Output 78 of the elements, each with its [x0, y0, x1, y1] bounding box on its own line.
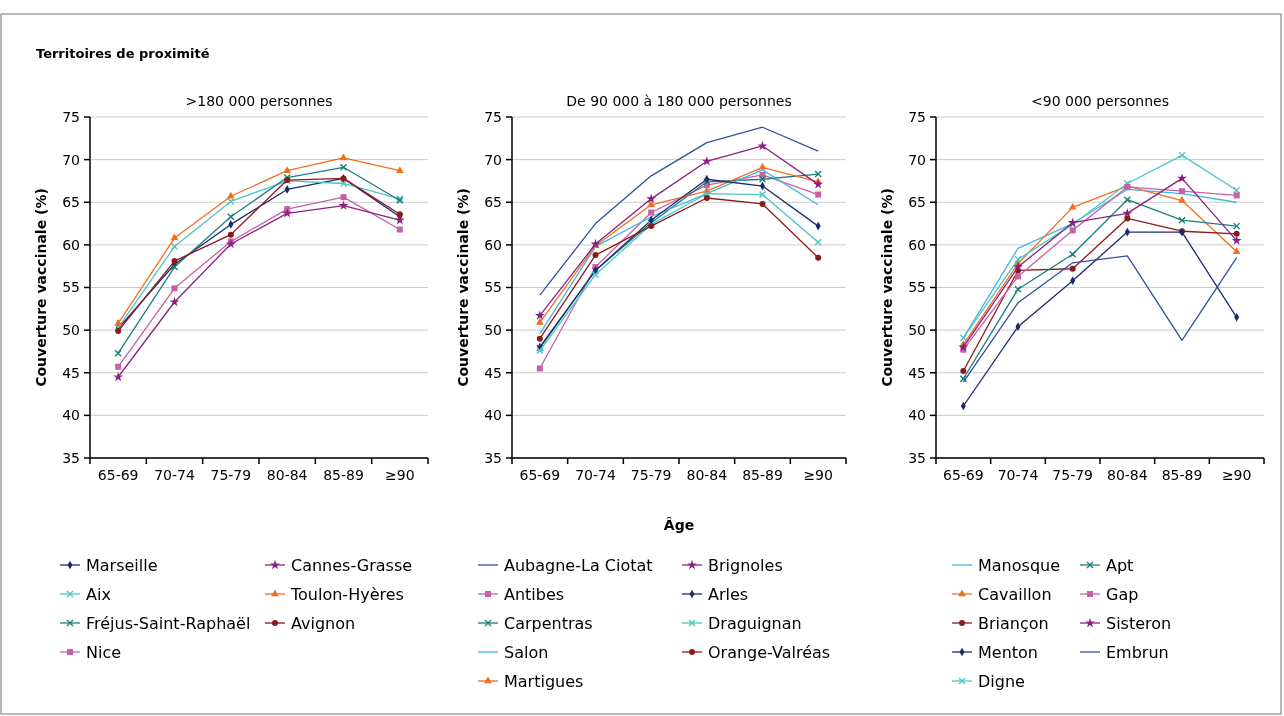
x-tick-label: 80-84: [686, 467, 728, 483]
legend-label: Avignon: [291, 613, 356, 633]
y-tick-label: 45: [484, 364, 502, 381]
y-tick-label: 50: [62, 322, 80, 339]
x-tick-label: 70-74: [575, 467, 616, 483]
x-tick-label: 85-89: [323, 467, 364, 483]
legend-label: Menton: [978, 642, 1038, 662]
y-axis-title: Couverture vaccinale (%): [879, 188, 895, 387]
legend-label: Sisteron: [1106, 613, 1172, 633]
legend-label: Martigues: [504, 671, 584, 691]
x-tick-label: 75-79: [630, 467, 672, 483]
x-tick-label: 80-84: [266, 467, 308, 483]
legend-label: Arles: [708, 584, 749, 604]
legend-label: Aubagne-La Ciotat: [504, 555, 653, 575]
y-tick-label: 65: [908, 194, 926, 211]
x-tick-label: ≥90: [803, 467, 833, 483]
legend-label: Fréjus-Saint-Raphaël: [86, 613, 251, 633]
legend-label: Carpentras: [504, 613, 593, 633]
legend-label: Salon: [504, 642, 549, 662]
y-tick-label: 55: [484, 279, 502, 296]
chart-title: >180 000 personnes: [185, 93, 333, 109]
y-tick-label: 75: [62, 108, 80, 125]
legend-label: Gap: [1106, 584, 1139, 604]
legend-label: Brignoles: [708, 555, 783, 575]
y-tick-label: 40: [484, 407, 502, 424]
y-axis-title: Couverture vaccinale (%): [33, 188, 49, 387]
y-tick-label: 60: [908, 236, 926, 253]
legend-label: Marseille: [86, 555, 158, 575]
legend-label: Aix: [86, 584, 111, 604]
y-tick-label: 70: [484, 151, 502, 168]
x-tick-label: 75-79: [210, 467, 252, 483]
y-tick-label: 35: [62, 449, 80, 466]
legend-label: Apt: [1106, 555, 1134, 575]
x-tick-label: ≥90: [385, 467, 415, 483]
y-tick-label: 65: [484, 194, 502, 211]
text: Territoires de proximité: [36, 46, 210, 61]
x-tick-label: 75-79: [1052, 467, 1094, 483]
y-tick-label: 45: [62, 364, 80, 381]
y-tick-label: 60: [484, 236, 502, 253]
x-tick-label: 85-89: [1161, 467, 1203, 483]
chart-title: De 90 000 à 180 000 personnes: [566, 93, 792, 109]
legend-label: Embrun: [1106, 642, 1169, 662]
chart-title: <90 000 personnes: [1031, 93, 1169, 109]
x-tick-label: 85-89: [742, 467, 783, 483]
y-tick-label: 75: [484, 108, 502, 125]
x-axis-title: Âge: [663, 517, 695, 533]
y-tick-label: 65: [62, 194, 80, 211]
legend-label: Draguignan: [708, 613, 802, 633]
y-tick-label: 60: [62, 236, 80, 253]
x-tick-label: ≥90: [1221, 467, 1252, 483]
y-tick-label: 70: [62, 151, 80, 168]
legend-label: Antibes: [504, 584, 565, 604]
x-tick-label: 65-69: [942, 467, 984, 483]
y-tick-label: 70: [908, 151, 926, 168]
legend-label: Orange-Valréas: [708, 642, 831, 662]
y-tick-label: 40: [62, 407, 80, 424]
legend-label: Toulon-Hyères: [290, 584, 404, 604]
legend-label: Digne: [978, 671, 1025, 691]
y-tick-label: 50: [908, 322, 926, 339]
x-tick-label: 70-74: [997, 467, 1039, 483]
legend-label: Briançon: [978, 613, 1049, 633]
legend-label: Cavaillon: [978, 584, 1052, 604]
x-tick-label: 65-69: [519, 467, 561, 483]
legend-label: Nice: [86, 642, 122, 662]
x-tick-label: 70-74: [154, 467, 195, 483]
x-tick-label: 65-69: [97, 467, 139, 483]
y-tick-label: 35: [908, 449, 926, 466]
y-tick-label: 40: [908, 407, 926, 424]
y-tick-label: 45: [908, 364, 926, 381]
y-tick-label: 55: [908, 279, 926, 296]
legend-label: Manosque: [978, 555, 1061, 575]
y-axis-title: Couverture vaccinale (%): [455, 188, 471, 387]
y-tick-label: 55: [62, 279, 80, 296]
x-tick-label: 80-84: [1106, 467, 1148, 483]
y-tick-label: 50: [484, 322, 502, 339]
legend-label: Cannes-Grasse: [291, 555, 413, 575]
y-tick-label: 75: [908, 108, 926, 125]
y-tick-label: 35: [484, 449, 502, 466]
